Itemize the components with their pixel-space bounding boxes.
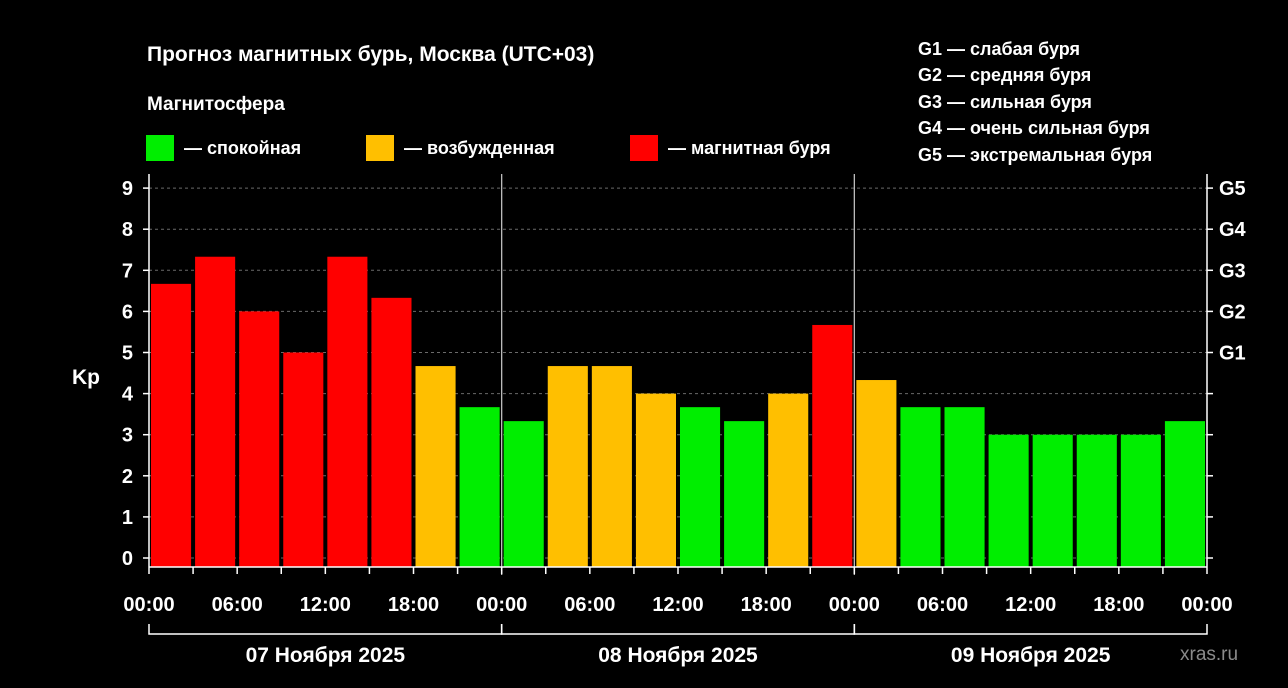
day-label: 07 Ноября 2025 <box>246 644 406 667</box>
storm-level-g3: G3 — сильная буря <box>918 91 1092 112</box>
storm-level-g1: G1 — слабая буря <box>918 39 1081 59</box>
legend-item-quiet: — спокойная <box>146 134 301 162</box>
legend-label-quiet: — спокойная <box>184 137 302 158</box>
y-tick-label: 3 <box>122 425 133 447</box>
bar <box>988 434 1029 567</box>
x-tick-label: 12:00 <box>1005 594 1056 616</box>
storm-level-tick-label: G2 <box>1219 301 1246 323</box>
storm-level-g4: G4 — очень сильная буря <box>918 118 1150 139</box>
bar <box>1076 434 1117 567</box>
y-tick-label: 6 <box>122 301 133 323</box>
magnetosphere-label: Магнитосфера <box>147 94 285 115</box>
bar <box>547 366 588 567</box>
x-tick-label: 00:00 <box>123 594 174 616</box>
x-tick-label: 06:00 <box>917 594 968 616</box>
y-tick-label: 0 <box>122 548 133 570</box>
storm-level-tick-label: G1 <box>1219 343 1246 365</box>
x-tick-label: 06:00 <box>212 594 263 616</box>
bar <box>151 283 192 567</box>
y-tick-label: 8 <box>122 219 133 241</box>
x-tick-label: 00:00 <box>476 594 527 616</box>
y-tick-label: 2 <box>122 466 133 488</box>
storm-level-g2: G2 — средняя буря <box>918 65 1092 86</box>
bar <box>1164 421 1205 567</box>
bar <box>283 352 324 567</box>
legend-label-active: — возбужденная <box>404 137 555 158</box>
bar <box>1032 434 1073 567</box>
x-tick-label: 18:00 <box>1093 594 1144 616</box>
bar <box>900 407 941 567</box>
bar <box>327 256 368 567</box>
x-tick-label: 12:00 <box>300 594 351 616</box>
x-tick-label: 00:00 <box>829 594 880 616</box>
storm-level-tick-label: G3 <box>1219 260 1246 282</box>
y-tick-label: 9 <box>122 178 133 200</box>
bar <box>1120 434 1161 567</box>
storm-level-tick-label: G5 <box>1219 178 1246 200</box>
bar <box>680 407 721 567</box>
y-axis-label: Kp <box>72 366 100 389</box>
day-bracket <box>148 624 503 635</box>
legend-label-storm: — магнитная буря <box>668 137 831 158</box>
legend-item-active: — возбужденная <box>366 134 555 162</box>
storm-level-legend: G1 — слабая буря G2 — средняя буря G3 — … <box>918 36 1152 168</box>
x-tick-label: 12:00 <box>652 594 703 616</box>
x-tick-label: 18:00 <box>741 594 792 616</box>
bar <box>812 324 853 567</box>
storm-level-g5: G5 — экстремальная буря <box>918 144 1153 165</box>
x-tick-label: 00:00 <box>1181 594 1232 616</box>
day-bracket <box>500 624 856 635</box>
chart-title: Прогноз магнитных бурь, Москва (UTC+03) <box>147 43 595 66</box>
bar <box>944 407 985 567</box>
bar <box>195 256 236 567</box>
day-label: 09 Ноября 2025 <box>951 644 1111 667</box>
legend-swatch-quiet <box>146 135 174 161</box>
bar <box>459 407 500 567</box>
watermark: xras.ru <box>1180 644 1239 665</box>
bar <box>724 421 765 567</box>
legend-item-storm: — магнитная буря <box>630 134 831 162</box>
storm-level-tick-label: G4 <box>1219 219 1247 241</box>
day-bracket <box>853 624 1208 635</box>
y-tick-label: 1 <box>122 507 133 529</box>
bar <box>856 380 897 567</box>
y-tick-label: 4 <box>122 384 134 406</box>
day-label: 08 Ноября 2025 <box>598 644 758 667</box>
bar <box>239 311 280 567</box>
x-tick-label: 06:00 <box>564 594 615 616</box>
y-tick-label: 7 <box>122 260 133 282</box>
y-tick-label: 5 <box>122 343 133 365</box>
legend-swatch-storm <box>630 135 658 161</box>
bar <box>503 421 544 567</box>
bar <box>591 366 632 567</box>
bar <box>371 297 412 567</box>
bar <box>768 393 809 567</box>
bar <box>415 366 456 567</box>
bar <box>635 393 676 567</box>
legend-swatch-active <box>366 135 394 161</box>
x-tick-label: 18:00 <box>388 594 439 616</box>
